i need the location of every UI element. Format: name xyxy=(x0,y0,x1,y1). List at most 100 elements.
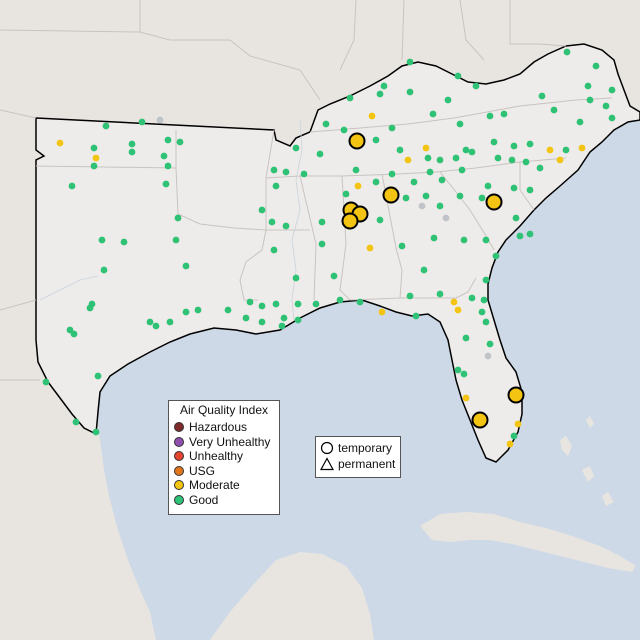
monitor-marker-good[interactable] xyxy=(536,164,544,172)
monitor-marker-good[interactable] xyxy=(484,182,492,190)
monitor-marker-good[interactable] xyxy=(422,192,430,200)
monitor-marker-good[interactable] xyxy=(586,96,594,104)
monitor-marker-good[interactable] xyxy=(452,154,460,162)
monitor-marker-good[interactable] xyxy=(562,146,570,154)
monitor-marker-good[interactable] xyxy=(322,120,330,128)
monitor-marker-good[interactable] xyxy=(294,316,302,324)
monitor-marker-good[interactable] xyxy=(510,184,518,192)
monitor-marker-good[interactable] xyxy=(68,182,76,190)
monitor-marker-moderate[interactable] xyxy=(368,112,376,120)
monitor-marker-good[interactable] xyxy=(602,102,610,110)
monitor-marker-good[interactable] xyxy=(429,110,437,118)
monitor-marker-good[interactable] xyxy=(510,142,518,150)
monitor-marker-moderate[interactable] xyxy=(92,154,100,162)
monitor-marker-good[interactable] xyxy=(456,192,464,200)
monitor-marker-good[interactable] xyxy=(70,330,78,338)
monitor-marker-good[interactable] xyxy=(486,112,494,120)
monitor-marker-good[interactable] xyxy=(584,82,592,90)
monitor-marker-good[interactable] xyxy=(478,308,486,316)
monitor-marker-good[interactable] xyxy=(372,136,380,144)
monitor-marker-good[interactable] xyxy=(318,240,326,248)
monitor-marker-good[interactable] xyxy=(444,96,452,104)
monitor-marker-good[interactable] xyxy=(282,222,290,230)
monitor-marker-good[interactable] xyxy=(164,136,172,144)
monitor-marker-good[interactable] xyxy=(246,298,254,306)
monitor-marker-good[interactable] xyxy=(352,166,360,174)
monitor-marker-good[interactable] xyxy=(472,82,480,90)
monitor-marker-good[interactable] xyxy=(512,214,520,222)
monitor-marker-good[interactable] xyxy=(372,178,380,186)
monitor-marker-nodata[interactable] xyxy=(418,202,426,210)
monitor-marker-moderate[interactable] xyxy=(378,308,386,316)
monitor-marker-good[interactable] xyxy=(330,272,338,280)
monitor-marker-good[interactable] xyxy=(282,168,290,176)
monitor-marker-good[interactable] xyxy=(100,266,108,274)
monitor-marker-good[interactable] xyxy=(270,246,278,254)
monitor-marker-good[interactable] xyxy=(468,148,476,156)
monitor-marker-good[interactable] xyxy=(164,162,172,170)
monitor-marker-good[interactable] xyxy=(138,118,146,126)
monitor-marker-good[interactable] xyxy=(500,110,508,118)
monitor-marker-good[interactable] xyxy=(412,312,420,320)
monitor-marker-good[interactable] xyxy=(242,314,250,322)
monitor-marker-good[interactable] xyxy=(278,322,286,330)
monitor-marker-moderate[interactable] xyxy=(404,156,412,164)
monitor-marker-good[interactable] xyxy=(396,146,404,154)
monitor-marker-good[interactable] xyxy=(270,166,278,174)
monitor-marker-good[interactable] xyxy=(292,274,300,282)
monitor-marker-good[interactable] xyxy=(436,290,444,298)
monitor-marker-good[interactable] xyxy=(468,294,476,302)
monitor-marker-good[interactable] xyxy=(436,202,444,210)
monitor-marker-good[interactable] xyxy=(402,194,410,202)
monitor-marker-good[interactable] xyxy=(272,182,280,190)
monitor-marker-good[interactable] xyxy=(436,156,444,164)
monitor-marker-good[interactable] xyxy=(90,144,98,152)
temporary-monitor-marker-moderate[interactable] xyxy=(471,411,489,429)
monitor-marker-good[interactable] xyxy=(430,234,438,242)
monitor-marker-moderate[interactable] xyxy=(514,420,522,428)
monitor-marker-good[interactable] xyxy=(508,156,516,164)
monitor-marker-good[interactable] xyxy=(608,86,616,94)
monitor-marker-good[interactable] xyxy=(176,138,184,146)
monitor-marker-good[interactable] xyxy=(356,298,364,306)
monitor-marker-moderate[interactable] xyxy=(546,146,554,154)
monitor-marker-good[interactable] xyxy=(258,302,266,310)
monitor-marker-good[interactable] xyxy=(494,154,502,162)
temporary-monitor-marker-moderate[interactable] xyxy=(341,212,359,230)
monitor-marker-good[interactable] xyxy=(490,138,498,146)
monitor-marker-good[interactable] xyxy=(376,90,384,98)
monitor-marker-good[interactable] xyxy=(90,162,98,170)
monitor-marker-good[interactable] xyxy=(592,62,600,70)
monitor-marker-good[interactable] xyxy=(182,262,190,270)
monitor-marker-moderate[interactable] xyxy=(462,394,470,402)
monitor-marker-good[interactable] xyxy=(406,88,414,96)
monitor-marker-good[interactable] xyxy=(460,370,468,378)
monitor-marker-good[interactable] xyxy=(174,214,182,222)
monitor-marker-good[interactable] xyxy=(280,314,288,322)
monitor-marker-good[interactable] xyxy=(526,140,534,148)
monitor-marker-good[interactable] xyxy=(86,304,94,312)
monitor-marker-good[interactable] xyxy=(492,252,500,260)
monitor-marker-good[interactable] xyxy=(486,340,494,348)
monitor-marker-good[interactable] xyxy=(102,122,110,130)
monitor-marker-moderate[interactable] xyxy=(56,139,64,147)
monitor-marker-good[interactable] xyxy=(224,306,232,314)
monitor-marker-good[interactable] xyxy=(318,218,326,226)
monitor-marker-good[interactable] xyxy=(406,292,414,300)
monitor-marker-good[interactable] xyxy=(388,124,396,132)
monitor-marker-good[interactable] xyxy=(454,72,462,80)
monitor-marker-good[interactable] xyxy=(268,218,276,226)
monitor-marker-moderate[interactable] xyxy=(454,306,462,314)
monitor-marker-good[interactable] xyxy=(336,296,344,304)
monitor-marker-good[interactable] xyxy=(460,236,468,244)
monitor-marker-good[interactable] xyxy=(340,126,348,134)
monitor-marker-good[interactable] xyxy=(406,58,414,66)
monitor-marker-good[interactable] xyxy=(128,140,136,148)
monitor-marker-good[interactable] xyxy=(194,306,202,314)
monitor-marker-good[interactable] xyxy=(478,194,486,202)
monitor-marker-good[interactable] xyxy=(162,180,170,188)
monitor-marker-good[interactable] xyxy=(94,372,102,380)
monitor-marker-good[interactable] xyxy=(300,170,308,178)
monitor-marker-good[interactable] xyxy=(424,154,432,162)
